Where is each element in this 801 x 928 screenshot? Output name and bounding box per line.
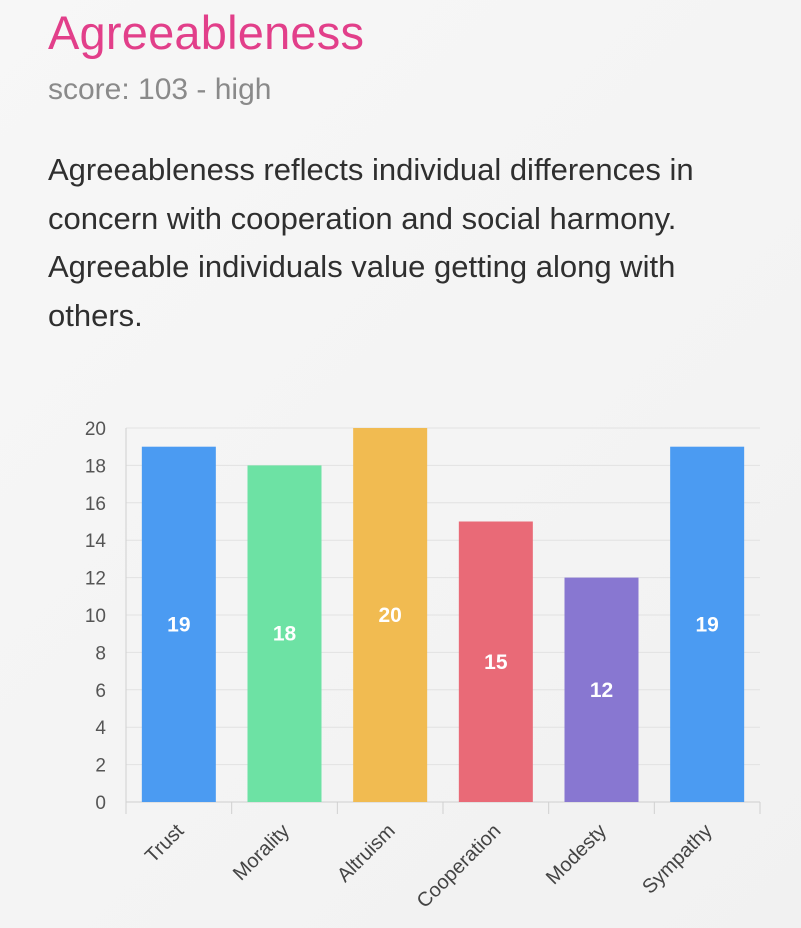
chart-svg: 0 2 4 6 8 10 12 14 16 18 20 19 Trust 18 Morality 20 Altr… bbox=[85, 419, 761, 913]
x-tick-label: Altruism bbox=[333, 820, 400, 887]
description-text: Agreeableness reflects individual differ… bbox=[48, 152, 694, 333]
x-tick-label: Modesty bbox=[542, 820, 611, 889]
x-tick-label: Trust bbox=[141, 820, 189, 868]
bar-cooperation bbox=[458, 521, 533, 802]
data-label: 12 bbox=[590, 679, 613, 702]
data-label: 20 bbox=[378, 604, 401, 627]
data-label: 19 bbox=[167, 613, 190, 636]
data-label: 15 bbox=[484, 651, 508, 674]
y-tick-label: 0 bbox=[95, 793, 106, 814]
x-tick-label: Cooperation bbox=[413, 820, 506, 913]
y-tick-label: 20 bbox=[85, 419, 106, 440]
score-text: score: 103 - high bbox=[48, 73, 272, 106]
y-tick-label: 16 bbox=[85, 494, 106, 515]
bar-trust bbox=[141, 446, 216, 802]
y-tick-label: 18 bbox=[85, 456, 106, 477]
bar-modesty bbox=[564, 577, 639, 802]
y-tick-label: 8 bbox=[95, 643, 106, 664]
y-tick-label: 12 bbox=[85, 569, 106, 590]
x-tick-label: Morality bbox=[229, 820, 294, 885]
page-title: Agreeableness bbox=[48, 6, 365, 59]
y-tick-label: 14 bbox=[85, 531, 107, 552]
y-tick-label: 4 bbox=[95, 718, 106, 739]
data-label: 19 bbox=[695, 613, 718, 636]
x-tick-label: Sympathy bbox=[638, 820, 716, 898]
y-tick-label: 10 bbox=[85, 606, 106, 627]
bar-morality bbox=[247, 465, 322, 802]
bar-altruism bbox=[353, 428, 428, 802]
data-label: 18 bbox=[273, 623, 297, 646]
y-tick-label: 2 bbox=[95, 756, 106, 777]
bar-chart: 0 2 4 6 8 10 12 14 16 18 20 19 Trust 18 Morality 20 Altr… bbox=[0, 400, 801, 928]
y-tick-label: 6 bbox=[95, 681, 106, 702]
bar-sympathy bbox=[670, 446, 745, 802]
